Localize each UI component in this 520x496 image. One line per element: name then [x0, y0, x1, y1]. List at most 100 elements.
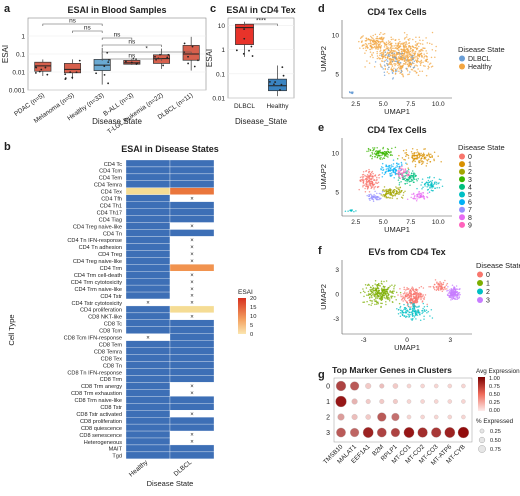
umap-point [423, 198, 426, 200]
umap-point [411, 156, 413, 159]
umap-point [459, 287, 461, 290]
umap-point [418, 156, 420, 159]
umap-point [403, 288, 405, 291]
umap-point [439, 282, 441, 284]
legend-swatch [459, 214, 465, 221]
umap-point [382, 152, 385, 155]
umap-point [399, 165, 401, 168]
umap-point [403, 50, 406, 52]
umap-point [388, 44, 390, 46]
umap-point [447, 292, 450, 294]
umap-point [410, 299, 413, 301]
umap-point [428, 42, 431, 45]
umap-point [362, 35, 364, 37]
umap-point [433, 151, 436, 153]
umap-point [402, 75, 405, 78]
umap-point [367, 181, 370, 183]
umap-point [406, 163, 408, 165]
data-point [250, 45, 253, 48]
legend-label: 9 [468, 222, 472, 229]
umap-point [381, 302, 383, 305]
umap-point [425, 309, 428, 312]
umap-point [382, 169, 384, 171]
umap-point [413, 304, 416, 306]
umap-point [410, 295, 413, 298]
legend-swatch [477, 297, 483, 303]
umap-point [387, 68, 389, 70]
umap-point [401, 168, 403, 170]
umap-point [384, 54, 387, 56]
umap-point [384, 56, 387, 59]
umap-point [426, 189, 429, 191]
chart-title: CD4 Tex Cells [367, 7, 426, 17]
umap-point [383, 49, 386, 52]
row-label: CD8 Tem [99, 342, 123, 348]
umap-point [410, 196, 412, 199]
umap-point [384, 59, 386, 62]
umap-point [383, 60, 386, 63]
umap-point [418, 36, 421, 38]
umap-point [412, 305, 415, 308]
data-point [95, 72, 98, 75]
umap-point [424, 185, 426, 187]
umap-point [419, 62, 422, 65]
data-point [273, 83, 275, 86]
scale-tick-label: 0.25 [489, 400, 500, 406]
umap-point [380, 295, 382, 297]
data-point [187, 62, 190, 65]
umap-point [390, 59, 392, 61]
umap-point [376, 295, 378, 298]
umap-point [423, 306, 426, 308]
umap-point [394, 72, 397, 75]
umap-point [391, 169, 393, 172]
umap-point [421, 56, 423, 58]
umap-point [419, 313, 421, 316]
significance-bracket [101, 44, 162, 47]
umap-point [407, 46, 410, 48]
umap-point [392, 159, 395, 161]
umap-point [400, 172, 402, 175]
umap-point [394, 284, 396, 286]
umap-point [380, 193, 382, 195]
legend-swatch [459, 221, 465, 228]
umap-point [366, 294, 368, 296]
umap-point [414, 197, 417, 200]
umap-point [384, 189, 386, 191]
umap-point [401, 297, 404, 300]
umap-point [408, 299, 410, 302]
umap-point [413, 308, 416, 310]
umap-point [416, 47, 419, 50]
umap-point [396, 191, 398, 194]
y-tick-label: 3 [335, 267, 339, 274]
umap-point [366, 45, 368, 47]
umap-point [402, 168, 404, 170]
umap-point [415, 289, 418, 291]
x-tick-label: T-LGL leukemia (n=22) [106, 92, 164, 136]
umap-point [418, 305, 420, 307]
umap-point [369, 51, 372, 53]
umap-point [459, 293, 461, 296]
heatmap-cell [125, 277, 171, 286]
umap-point [381, 191, 384, 193]
umap-point [415, 294, 418, 297]
umap-point [400, 169, 402, 172]
umap-point [375, 44, 378, 46]
umap-point [401, 176, 404, 178]
umap-point [413, 153, 415, 155]
scale-tick-label: 0.00 [489, 408, 500, 414]
umap-point [417, 54, 420, 56]
row-label: CD4 Trm [100, 266, 123, 272]
umap-point [374, 298, 377, 300]
umap-point [411, 56, 414, 58]
umap-point [374, 40, 377, 42]
umap-point [380, 54, 383, 56]
umap-point [390, 67, 393, 69]
umap-point [403, 41, 406, 44]
umap-point [426, 42, 429, 44]
y-tick-label: 5 [335, 190, 339, 197]
heatmap-cell [169, 396, 215, 404]
heatmap-cell [169, 166, 215, 175]
umap-point [427, 152, 430, 155]
umap-point [364, 66, 366, 68]
umap-point [381, 154, 383, 156]
